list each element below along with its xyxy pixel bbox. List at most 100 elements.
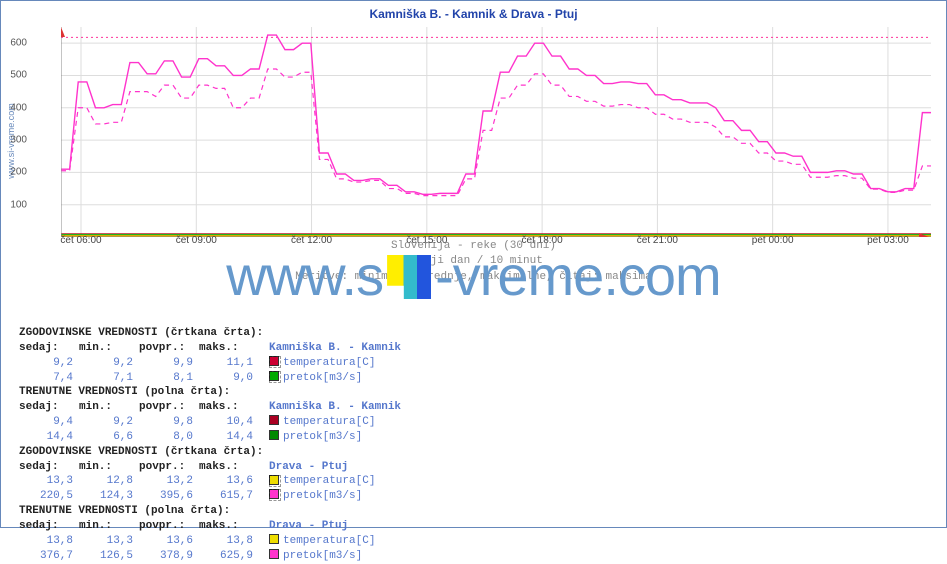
y-tick-label: 500: [3, 70, 27, 81]
value-table: sedaj:min.:povpr.:maks.:Drava - Ptuj13,3…: [19, 460, 459, 505]
legend-cell: temperatura[C]: [259, 474, 459, 489]
legend-label: temperatura[C]: [283, 357, 375, 369]
legend-cell: pretok[m3/s]: [259, 371, 459, 386]
legend-swatch-icon: [269, 430, 279, 440]
station-name: Drava - Ptuj: [259, 460, 459, 475]
value-cell: 376,7: [19, 549, 79, 564]
value-cell: 7,1: [79, 371, 139, 386]
legend-cell: temperatura[C]: [259, 356, 459, 371]
section-heading: ZGODOVINSKE VREDNOSTI (črtkana črta):: [19, 445, 459, 460]
chart-title: Kamniška B. - Kamnik & Drava - Ptuj: [1, 1, 946, 21]
legend-label: pretok[m3/s]: [283, 372, 362, 384]
section-heading: TRENUTNE VREDNOSTI (polna črta):: [19, 385, 459, 400]
value-cell: 12,8: [79, 474, 139, 489]
value-cell: 615,7: [199, 489, 259, 504]
legend-cell: temperatura[C]: [259, 415, 459, 430]
value-cell: 13,8: [19, 534, 79, 549]
legend-swatch-icon: [269, 475, 279, 485]
value-cell: 13,3: [79, 534, 139, 549]
value-cell: 124,3: [79, 489, 139, 504]
legend-swatch-icon: [269, 356, 279, 366]
value-table: sedaj:min.:povpr.:maks.:Kamniška B. - Ka…: [19, 341, 459, 386]
col-header: povpr.:: [139, 519, 199, 534]
value-cell: 9,2: [79, 415, 139, 430]
col-header: maks.:: [199, 400, 259, 415]
col-header: min.:: [79, 460, 139, 475]
section-heading: TRENUTNE VREDNOSTI (polna črta):: [19, 504, 459, 519]
chart-info-text: Slovenija - reke (30 dni)zadnji dan / 10…: [1, 239, 946, 285]
col-header: sedaj:: [19, 519, 79, 534]
col-header: povpr.:: [139, 460, 199, 475]
col-header: min.:: [79, 400, 139, 415]
legend-swatch-icon: [269, 415, 279, 425]
value-cell: 9,0: [199, 371, 259, 386]
value-cell: 8,0: [139, 430, 199, 445]
table-row: 376,7126,5378,9625,9 pretok[m3/s]: [19, 549, 459, 564]
value-cell: 14,4: [199, 430, 259, 445]
value-cell: 9,2: [79, 356, 139, 371]
station-name: Kamniška B. - Kamnik: [259, 400, 459, 415]
value-cell: 14,4: [19, 430, 79, 445]
table-row: 9,49,29,810,4 temperatura[C]: [19, 415, 459, 430]
value-cell: 8,1: [139, 371, 199, 386]
table-row: 7,47,18,19,0 pretok[m3/s]: [19, 371, 459, 386]
value-cell: 9,4: [19, 415, 79, 430]
value-cell: 13,6: [139, 534, 199, 549]
value-cell: 378,9: [139, 549, 199, 564]
legend-cell: pretok[m3/s]: [259, 430, 459, 445]
col-header: sedaj:: [19, 460, 79, 475]
station-name: Drava - Ptuj: [259, 519, 459, 534]
value-cell: 220,5: [19, 489, 79, 504]
value-cell: 7,4: [19, 371, 79, 386]
legend-swatch-icon: [269, 489, 279, 499]
legend-cell: pretok[m3/s]: [259, 489, 459, 504]
col-header: maks.:: [199, 341, 259, 356]
col-header: min.:: [79, 519, 139, 534]
station-name: Kamniška B. - Kamnik: [259, 341, 459, 356]
col-header: maks.:: [199, 460, 259, 475]
section-heading: ZGODOVINSKE VREDNOSTI (črtkana črta):: [19, 326, 459, 341]
table-row: 9,29,29,911,1temperatura[C]: [19, 356, 459, 371]
value-cell: 13,8: [199, 534, 259, 549]
value-cell: 10,4: [199, 415, 259, 430]
value-cell: 13,2: [139, 474, 199, 489]
legend-label: pretok[m3/s]: [283, 431, 362, 443]
col-header: sedaj:: [19, 341, 79, 356]
value-cell: 9,9: [139, 356, 199, 371]
legend-cell: temperatura[C]: [259, 534, 459, 549]
legend-label: temperatura[C]: [283, 475, 375, 487]
y-tick-label: 600: [3, 38, 27, 49]
value-cell: 126,5: [79, 549, 139, 564]
col-header: povpr.:: [139, 400, 199, 415]
table-row: 13,813,313,613,8temperatura[C]: [19, 534, 459, 549]
value-table: sedaj:min.:povpr.:maks.:Drava - Ptuj13,8…: [19, 519, 459, 564]
legend-cell: pretok[m3/s]: [259, 549, 459, 564]
table-row: 220,5124,3395,6615,7 pretok[m3/s]: [19, 489, 459, 504]
legend-label: temperatura[C]: [283, 535, 375, 547]
value-cell: 9,2: [19, 356, 79, 371]
col-header: min.:: [79, 341, 139, 356]
chart-area: 100200300400500600 čet 06:00čet 09:00čet…: [31, 21, 936, 266]
col-header: maks.:: [199, 519, 259, 534]
legend-label: pretok[m3/s]: [283, 490, 362, 502]
legend-swatch-icon: [269, 371, 279, 381]
value-cell: 625,9: [199, 549, 259, 564]
col-header: povpr.:: [139, 341, 199, 356]
table-row: 13,312,813,213,6temperatura[C]: [19, 474, 459, 489]
y-tick-label: 400: [3, 102, 27, 113]
value-cell: 395,6: [139, 489, 199, 504]
value-cell: 11,1: [199, 356, 259, 371]
legend-label: pretok[m3/s]: [283, 550, 362, 562]
y-tick-label: 200: [3, 167, 27, 178]
y-tick-label: 100: [3, 199, 27, 210]
legend-swatch-icon: [269, 549, 279, 559]
table-row: 14,46,68,014,4pretok[m3/s]: [19, 430, 459, 445]
y-tick-label: 300: [3, 135, 27, 146]
value-table: sedaj:min.:povpr.:maks.:Kamniška B. - Ka…: [19, 400, 459, 445]
col-header: sedaj:: [19, 400, 79, 415]
line-chart: [61, 27, 931, 237]
value-cell: 6,6: [79, 430, 139, 445]
value-cell: 13,3: [19, 474, 79, 489]
legend-label: temperatura[C]: [283, 416, 375, 428]
value-cell: 9,8: [139, 415, 199, 430]
